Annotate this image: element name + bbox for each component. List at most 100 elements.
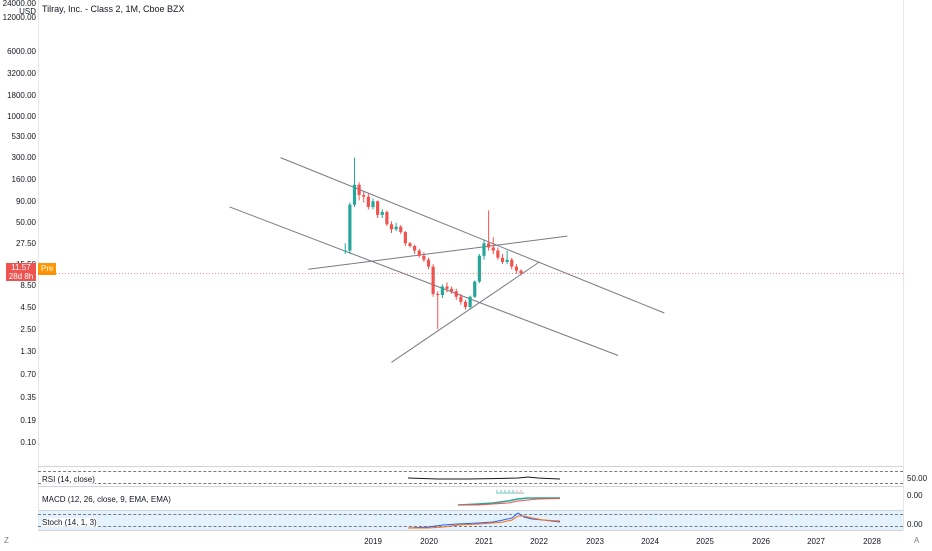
price-tick: 6000.00 xyxy=(7,47,36,56)
candle[interactable] xyxy=(514,264,518,274)
candle[interactable] xyxy=(403,231,407,247)
candle[interactable] xyxy=(366,193,370,210)
candle[interactable] xyxy=(431,264,435,297)
price-tick: 2.50 xyxy=(20,325,36,334)
price-tick: 8.50 xyxy=(20,281,36,290)
candle[interactable] xyxy=(408,241,412,248)
year-label: 2020 xyxy=(420,537,438,546)
candle[interactable] xyxy=(487,210,491,251)
year-label: 2028 xyxy=(863,537,881,546)
candle[interactable] xyxy=(343,243,347,254)
candle[interactable] xyxy=(376,200,380,218)
price-tick: 530.00 xyxy=(11,132,36,141)
pane-separator xyxy=(38,510,903,511)
candle[interactable] xyxy=(482,239,486,260)
rsi-pane[interactable]: RSI (14, close) xyxy=(38,466,903,486)
candle[interactable] xyxy=(505,250,509,265)
price-tick: 3200.00 xyxy=(7,69,36,78)
right-border xyxy=(903,0,904,530)
trendline[interactable] xyxy=(229,206,619,356)
macd-label[interactable]: MACD (12, 26, close, 9, EMA, EMA) xyxy=(42,495,171,504)
year-label: 2019 xyxy=(364,537,382,546)
price-tick: 1000.00 xyxy=(7,112,36,121)
stoch-plot xyxy=(407,512,561,529)
candle[interactable] xyxy=(413,244,417,254)
stoch-upper-band xyxy=(38,514,903,515)
rsi-value: 50.00 xyxy=(907,474,928,483)
price-tick: 0.70 xyxy=(20,370,36,379)
price-tick: 1800.00 xyxy=(7,91,36,100)
candle[interactable] xyxy=(394,222,398,232)
macd-value: 0.00 xyxy=(907,491,923,500)
year-label: 2024 xyxy=(641,537,659,546)
price-tick: 160.00 xyxy=(11,175,36,184)
price-tick: 12000.00 xyxy=(2,13,36,22)
candle[interactable] xyxy=(357,182,361,201)
candle[interactable] xyxy=(399,225,403,235)
macd-plot xyxy=(457,490,561,506)
candle[interactable] xyxy=(436,291,440,330)
candle[interactable] xyxy=(440,284,444,298)
price-tick: 90.00 xyxy=(15,197,36,206)
candle[interactable] xyxy=(500,253,505,265)
candle[interactable] xyxy=(510,257,514,270)
year-label: 2025 xyxy=(696,537,714,546)
rsi-label[interactable]: RSI (14, close) xyxy=(42,475,95,484)
price-tick: 0.10 xyxy=(20,438,36,447)
candle[interactable] xyxy=(468,295,472,309)
candle[interactable] xyxy=(454,288,458,300)
year-label: 2026 xyxy=(752,537,770,546)
auto-scale-button[interactable]: A xyxy=(914,536,920,545)
rsi-line xyxy=(407,476,561,480)
year-label: 2023 xyxy=(586,537,604,546)
candle[interactable] xyxy=(417,248,421,258)
trendline[interactable] xyxy=(280,157,665,314)
trendline[interactable] xyxy=(391,261,540,363)
year-label: 2027 xyxy=(807,537,825,546)
candle[interactable] xyxy=(352,157,357,207)
candle[interactable] xyxy=(519,269,523,276)
price-tick: 50.00 xyxy=(15,218,36,227)
candle[interactable] xyxy=(491,237,495,254)
bar-countdown: 28d 8h xyxy=(6,272,36,281)
macd-pane[interactable]: MACD (12, 26, close, 9, EMA, EMA) xyxy=(38,486,903,509)
candle[interactable] xyxy=(477,253,481,284)
candle[interactable] xyxy=(348,202,352,254)
price-tick: 0.19 xyxy=(20,416,36,425)
price-tick: 4.50 xyxy=(20,303,36,312)
stoch-value: 0.00 xyxy=(907,520,923,529)
candle[interactable] xyxy=(362,191,366,203)
stoch-label[interactable]: Stoch (14, 1, 3) xyxy=(42,518,97,527)
candle[interactable] xyxy=(496,247,500,260)
candle[interactable] xyxy=(371,198,375,210)
time-axis[interactable]: 2019 2020 2021 2022 2023 2024 2025 2026 2027 2028 xyxy=(38,530,903,551)
price-tick: 1.30 xyxy=(20,347,36,356)
candle[interactable] xyxy=(380,209,384,218)
candle[interactable] xyxy=(422,252,426,262)
pre-market-badge: Pre xyxy=(38,263,57,275)
stoch-lower-band xyxy=(38,526,903,527)
year-label: 2022 xyxy=(530,537,548,546)
candle[interactable] xyxy=(463,299,468,310)
candle[interactable] xyxy=(426,257,431,270)
zoom-reset-icon[interactable]: Z xyxy=(4,536,9,545)
stoch-pane[interactable]: Stoch (14, 1, 3) xyxy=(38,510,903,530)
price-tick: 0.35 xyxy=(20,393,36,402)
price-axis[interactable]: 24000.00 USD 12000.00 6000.00 3200.00 1800.… xyxy=(0,0,39,530)
candle[interactable] xyxy=(473,280,477,298)
year-label: 2021 xyxy=(475,537,493,546)
price-tick: 300.00 xyxy=(11,153,36,162)
candle[interactable] xyxy=(445,282,449,293)
price-axis-currency: USD xyxy=(19,7,36,16)
pane-separator xyxy=(38,466,903,467)
price-chart[interactable] xyxy=(38,0,903,530)
price-tick: 27.50 xyxy=(15,239,36,248)
rsi-upper-band xyxy=(38,471,903,472)
candle[interactable] xyxy=(385,210,389,226)
candle[interactable] xyxy=(450,286,454,294)
price-axis-top-value: 24000.00 xyxy=(2,0,36,8)
candle[interactable] xyxy=(459,293,463,305)
rsi-lower-band xyxy=(38,483,903,484)
trendline[interactable] xyxy=(308,235,568,270)
candle[interactable] xyxy=(389,221,394,234)
